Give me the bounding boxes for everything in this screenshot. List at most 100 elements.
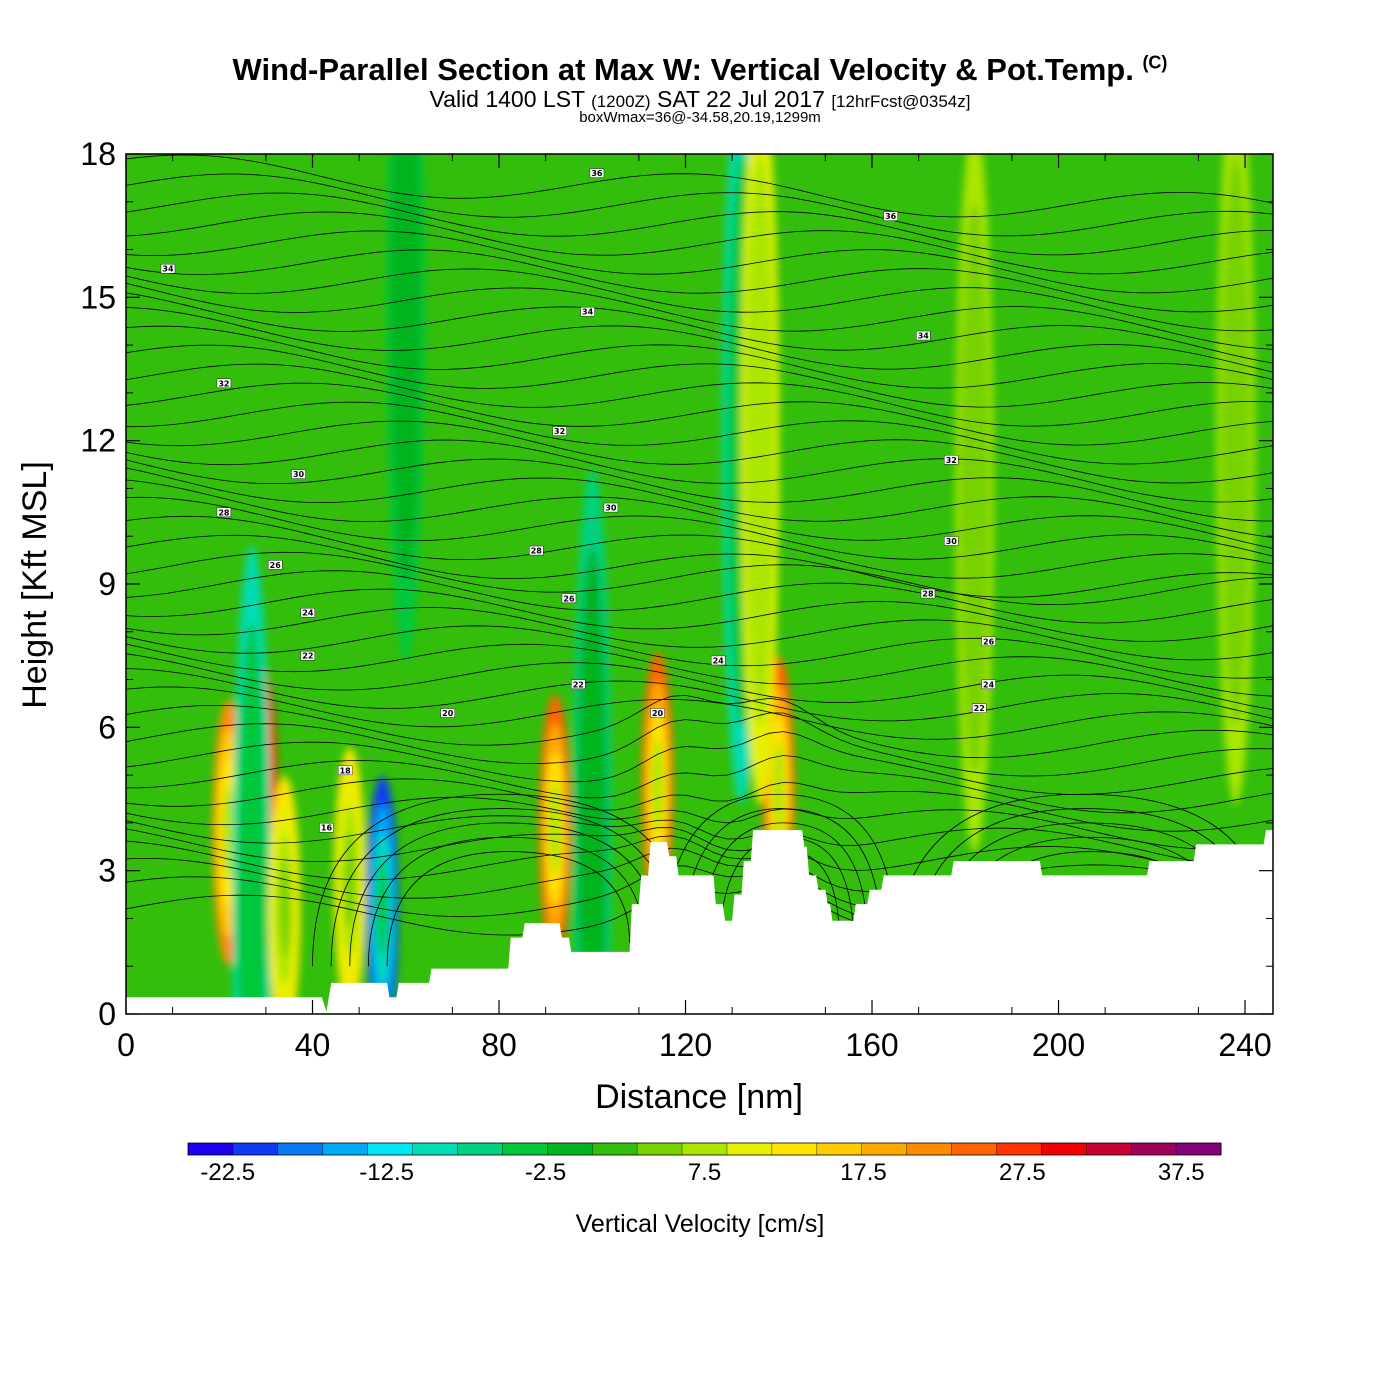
chart-title: Wind-Parallel Section at Max W: Vertical…	[232, 52, 1168, 87]
colorbar-swatch	[726, 1143, 773, 1155]
colorbar-swatch	[996, 1143, 1042, 1155]
y-tick-label: 15	[80, 279, 116, 315]
contour-label-24: 24	[302, 609, 314, 618]
contour-label-28: 28	[218, 508, 230, 517]
contour-label-box	[440, 708, 455, 718]
contour-label-28: 28	[922, 590, 934, 599]
w-cell-8-3	[773, 741, 785, 837]
y-tick-label: 0	[98, 996, 116, 1032]
contour-label-box	[291, 469, 306, 479]
colorbar-label: Vertical Velocity [cm/s]	[576, 1210, 825, 1238]
contour-label-30: 30	[946, 537, 958, 546]
utc-time: (1200Z)	[591, 92, 651, 111]
x-tick-label: 160	[845, 1027, 898, 1063]
colorbar-swatch	[1086, 1143, 1132, 1155]
theta-contour-line-8	[126, 755, 1273, 814]
terrain-mask	[126, 830, 1273, 1014]
x-axis-label: Distance [nm]	[595, 1078, 803, 1116]
x-tick-label: 120	[659, 1027, 712, 1063]
colorbar-tick-label: 37.5	[1158, 1159, 1205, 1186]
y-tick-label: 9	[98, 566, 116, 602]
w-cell-4-3	[344, 832, 356, 928]
theta-contour-line-25	[126, 467, 1273, 538]
theta-contour-line-13	[126, 668, 1273, 722]
contour-label-22: 22	[302, 652, 313, 661]
theta-contour-line-36	[126, 282, 1273, 350]
y-tick-label: 12	[80, 423, 116, 459]
theta-contour-line-35	[126, 292, 1273, 364]
theta-contour-line-31	[126, 363, 1273, 427]
w-cell-0-3	[223, 784, 235, 880]
contour-label-26: 26	[563, 594, 575, 603]
contour-label-32: 32	[218, 379, 229, 388]
colorbar-swatch	[412, 1143, 458, 1155]
colorbar-swatch	[367, 1143, 414, 1155]
contour-label-box	[216, 507, 232, 518]
colorbar-swatch	[1176, 1143, 1222, 1155]
contour-label-26: 26	[983, 637, 995, 646]
theta-contour-line-24	[126, 479, 1273, 549]
theta-contour-line-38	[126, 249, 1273, 313]
box-info: boxWmax=36@-34.58,20.19,1299m	[579, 109, 821, 126]
contour-label-box	[300, 650, 316, 661]
theta-contour-line-29	[126, 401, 1273, 465]
colorbar-tick-label: 7.5	[688, 1159, 721, 1186]
theta-contour-line-21	[126, 534, 1273, 598]
contour-label-22: 22	[974, 704, 985, 713]
colorbar-swatch	[906, 1143, 953, 1155]
theta-contour-line-39	[126, 230, 1273, 294]
colorbar-tick-label: 17.5	[840, 1159, 887, 1186]
w-cell-6-3	[549, 780, 561, 876]
contour-label-box	[916, 330, 931, 341]
contour-label-box	[589, 168, 605, 178]
contour-label-24: 24	[983, 680, 995, 689]
colorbar-swatch	[188, 1143, 234, 1155]
theta-contour-line-10	[126, 712, 1273, 777]
contour-label-box	[580, 306, 595, 317]
contour-label-26: 26	[270, 561, 282, 570]
chart-subtitle: Valid 1400 LST (1200Z) SAT 22 Jul 2017 […	[0, 86, 1400, 113]
contour-label-36: 36	[885, 212, 897, 221]
contour-label-box	[561, 593, 577, 604]
y-tick-label: 18	[80, 136, 116, 172]
contour-label-30: 30	[605, 504, 617, 513]
contour-label-box	[981, 636, 996, 647]
contour-label-18: 18	[340, 766, 352, 775]
contour-label-box	[920, 588, 936, 599]
theta-contour-line-7	[126, 778, 1273, 832]
w-cell-11-1	[959, 202, 990, 775]
theta-contour-line-28	[126, 420, 1273, 484]
contour-label-box	[944, 455, 959, 465]
colorbar-swatch	[637, 1143, 683, 1155]
colorbar-tick-label: -12.5	[359, 1159, 414, 1186]
theta-contour-line-37	[126, 268, 1273, 332]
colorbar-swatch	[1041, 1143, 1087, 1155]
contour-label-28: 28	[531, 547, 543, 556]
colorbar-swatch	[457, 1143, 503, 1155]
contour-label-34: 34	[162, 265, 174, 274]
contour-label-box	[160, 263, 176, 274]
theta-contour-line-18	[126, 588, 1273, 642]
y-tick-label: 6	[98, 709, 116, 745]
copyright-mark: (C)	[1142, 52, 1168, 73]
theta-contour-line-26	[126, 458, 1273, 522]
theta-contour-line-40	[126, 211, 1273, 275]
theta-contour-line-27	[126, 439, 1273, 503]
colorbar-swatch	[682, 1143, 728, 1155]
x-tick-label: 200	[1032, 1027, 1085, 1063]
x-tick-label: 40	[295, 1027, 331, 1063]
contour-label-box	[552, 426, 567, 436]
theta-contour-line-11	[126, 694, 1273, 759]
valid-time: Valid 1400 LST	[429, 86, 585, 112]
w-cell-13-1	[390, 154, 421, 584]
colorbar-swatch	[1131, 1143, 1177, 1155]
contour-label-box	[981, 679, 996, 690]
contour-label-box	[571, 679, 586, 690]
contour-label-34: 34	[918, 332, 930, 341]
contour-label-box	[883, 211, 898, 221]
x-tick-label: 240	[1218, 1027, 1271, 1063]
colorbar-swatch	[547, 1143, 593, 1155]
terrain-area	[126, 830, 1273, 1014]
colorbar-swatch	[592, 1143, 638, 1155]
y-tick-label: 3	[98, 853, 116, 889]
